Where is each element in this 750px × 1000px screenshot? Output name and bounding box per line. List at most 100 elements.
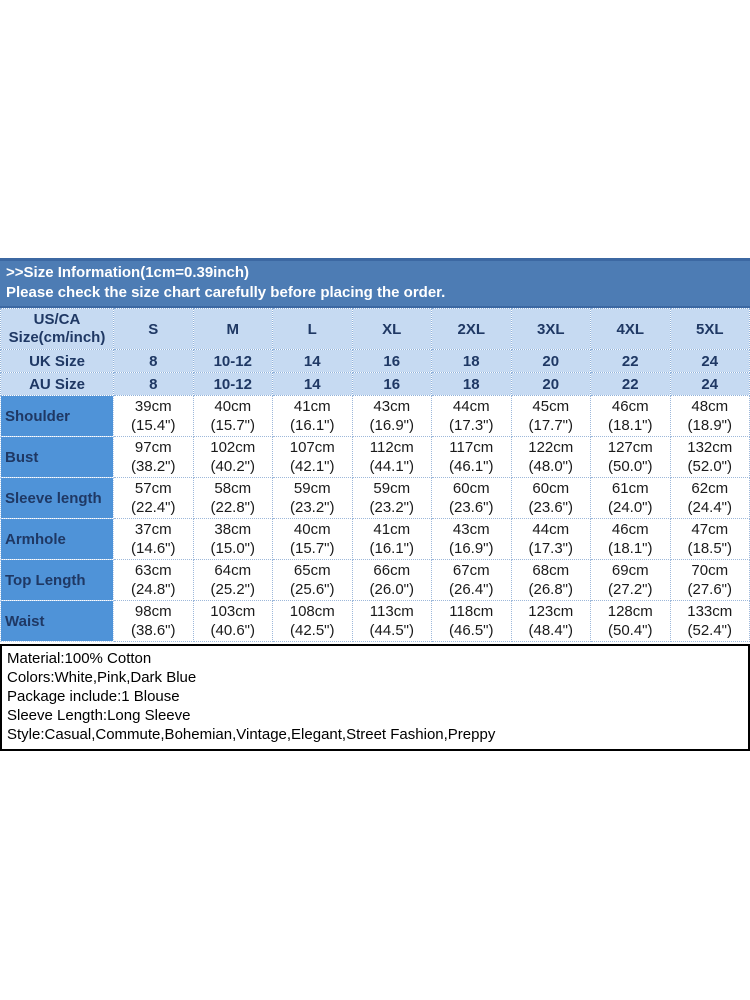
measurement-cell: 62cm (24.4") [669,477,750,519]
size-info-banner: >>Size Information(1cm=0.39inch) Please … [0,258,750,308]
measurement-cell: 68cm (26.8") [510,559,591,601]
measurement-label: Top Length [0,559,114,601]
inch-value: (46.1") [448,458,494,475]
size-header-cell: XL [351,308,432,350]
detail-style: Style:Casual,Commute,Bohemian,Vintage,El… [7,726,496,743]
measurement-cell: 59cm (23.2") [272,477,353,519]
measurement-row-shoulder: Shoulder 39cm (15.4") 40cm (15.7") 41cm (16.1"… [0,395,750,437]
inch-value: (26.8") [528,581,573,598]
measurement-cell: 40cm (15.7") [272,518,353,560]
measurement-cell: 123cm (48.4") [510,600,591,642]
inch-value: (50.4") [607,622,653,639]
size-header-cell: M [192,308,273,350]
inch-value: (18.1") [607,417,653,434]
cm-value: 64cm [214,562,252,579]
inch-value: (15.7") [210,417,255,434]
cm-value: 57cm [134,480,172,497]
measurement-cell: 117cm (46.1") [431,436,512,478]
cm-value: 113cm [369,603,414,620]
uk-size-row: UK Size 8 10-12 14 16 18 20 22 24 [0,349,750,373]
cm-value: 70cm [691,562,729,579]
detail-material: Material:100% Cotton [7,650,152,667]
measurement-cell: 97cm (38.2") [113,436,194,478]
cm-value: 46cm [611,521,649,538]
cm-value: 59cm [293,480,331,497]
measurement-cell: 98cm (38.6") [113,600,194,642]
measurement-cell: 63cm (24.8") [113,559,194,601]
inch-value: (17.7") [528,417,573,434]
inch-value: (15.7") [289,540,335,557]
measurement-row-top-length: Top Length 63cm (24.8") 64cm (25.2") 65cm (25.… [0,559,750,601]
measurement-cell: 44cm (17.3") [431,395,512,437]
cm-value: 127cm [607,439,653,456]
detail-colors: Colors:White,Pink,Dark Blue [7,669,197,686]
measurement-cell: 41cm (16.1") [272,395,353,437]
cm-value: 67cm [452,562,490,579]
inch-value: (25.2") [210,581,255,598]
inch-value: (48.0") [528,458,573,475]
au-size-row-value: 8 [113,372,194,396]
measurement-cell: 108cm (42.5") [272,600,353,642]
inch-value: (52.0") [687,458,732,475]
measurement-cell: 132cm (52.0") [669,436,750,478]
measurement-cell: 58cm (22.8") [192,477,273,519]
inch-value: (22.8") [210,499,255,516]
measurement-cell: 40cm (15.7") [192,395,273,437]
banner-title: >>Size Information(1cm=0.39inch) [6,264,249,281]
measurement-cell: 41cm (16.1") [351,518,432,560]
uk-size-row-label: UK Size [0,349,114,373]
inch-value: (44.5") [369,622,414,639]
au-size-row-value: 22 [590,372,671,396]
inch-value: (50.0") [607,458,653,475]
inch-value: (24.0") [607,499,653,516]
cm-value: 59cm [373,480,411,497]
uk-size-row-value: 10-12 [192,349,273,373]
cm-value: 39cm [134,398,172,415]
measurement-label: Bust [0,436,114,478]
inch-value: (40.6") [210,622,255,639]
cm-value: 58cm [214,480,252,497]
cm-value: 38cm [214,521,252,538]
size-table: US/CA Size(cm/inch) S M L XL 2XL 3XL 4XL 5XL UK S… [0,308,750,642]
inch-value: (26.0") [369,581,414,598]
measurement-cell: 60cm (23.6") [431,477,512,519]
inch-value: (24.8") [130,581,176,598]
inch-value: (38.2") [130,458,176,475]
au-size-row-value: 16 [351,372,432,396]
measurement-label: Armhole [0,518,114,560]
cm-value: 97cm [134,439,172,456]
inch-value: (18.9") [687,417,732,434]
cm-value: 44cm [532,521,570,538]
au-size-row-value: 24 [669,372,750,396]
size-header-cell: 5XL [669,308,750,350]
measurement-cell: 127cm (50.0") [590,436,671,478]
cm-value: 128cm [607,603,653,620]
cm-value: 108cm [289,603,335,620]
banner-subtitle: Please check the size chart carefully be… [6,284,446,301]
size-header-cell: 3XL [510,308,591,350]
inch-value: (22.4") [130,499,176,516]
measurement-cell: 47cm (18.5") [669,518,750,560]
measurement-cell: 43cm (16.9") [431,518,512,560]
inch-value: (42.5") [289,622,335,639]
measurement-cell: 102cm (40.2") [192,436,273,478]
cm-value: 132cm [687,439,733,456]
cm-value: 68cm [532,562,570,579]
cm-value: 112cm [369,439,414,456]
inch-value: (17.3") [528,540,573,557]
measurement-cell: 128cm (50.4") [590,600,671,642]
inch-value: (44.1") [369,458,414,475]
uk-size-row-value: 18 [431,349,512,373]
inch-value: (48.4") [528,622,573,639]
measurement-cell: 118cm (46.5") [431,600,512,642]
uk-size-row-value: 20 [510,349,591,373]
inch-value: (15.4") [130,417,176,434]
inch-value: (23.6") [528,499,573,516]
cm-value: 117cm [449,439,494,456]
measurement-row-sleeve-length: Sleeve length 57cm (22.4") 58cm (22.8") 59cm (… [0,477,750,519]
cm-value: 118cm [449,603,494,620]
measurement-cell: 46cm (18.1") [590,518,671,560]
au-size-row-value: 20 [510,372,591,396]
measurement-cell: 45cm (17.7") [510,395,591,437]
